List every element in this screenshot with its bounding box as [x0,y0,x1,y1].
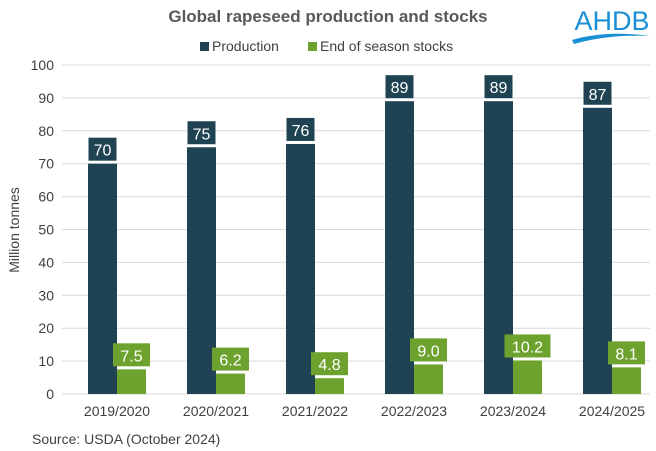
data-label-box [88,137,117,161]
y-tick-label: 40 [38,254,54,270]
y-tick-label: 10 [38,353,54,369]
x-tick-label: 2020/2021 [183,403,249,419]
data-label: 76 [292,123,310,140]
data-label-box [385,75,414,99]
data-label: 9.0 [417,343,439,360]
logo-wave-icon [572,33,650,44]
production-bar [385,101,414,394]
data-label: 89 [490,80,508,97]
data-label-box [311,352,348,376]
y-tick-label: 70 [38,156,54,172]
data-label-box [583,81,612,105]
y-tick-label: 80 [38,123,54,139]
y-tick-label: 60 [38,189,54,205]
data-label: 8.1 [615,346,637,363]
data-label: 89 [391,80,409,97]
data-label-box [484,75,513,99]
data-label: 10.2 [512,339,543,356]
y-tick-label: 0 [46,386,54,402]
data-label-box [212,347,249,371]
y-tick-label: 100 [31,57,55,73]
stocks-bar [216,373,245,394]
source-note: Source: USDA (October 2024) [32,431,220,447]
production-bar [286,143,315,394]
production-bar [187,147,216,394]
stocks-bar [414,364,443,394]
x-tick-label: 2021/2022 [282,403,348,419]
legend-swatch-production [200,42,209,51]
data-label: 4.8 [318,357,340,374]
ahdb-logo: AHDB [572,6,650,44]
data-label-box [504,334,551,358]
chart-title: Global rapeseed production and stocks [168,7,487,26]
x-tick-label: 2023/2024 [480,403,546,419]
data-label-box [286,117,315,141]
data-label-box [608,341,645,365]
y-axis-label: Million tonnes [6,187,22,273]
stocks-bar [117,369,146,394]
y-tick-label: 50 [38,222,54,238]
x-tick-label: 2024/2025 [579,403,645,419]
y-tick-label: 90 [38,90,54,106]
production-bar [88,163,117,394]
legend-label-production: Production [212,38,279,54]
data-label-box [410,338,447,362]
data-label-box [113,343,150,367]
logo-text: AHDB [574,6,649,36]
data-label-box [187,121,216,145]
production-bar [583,107,612,395]
data-label: 6.2 [219,353,241,370]
legend-label-stocks: End of season stocks [320,38,453,54]
data-label: 75 [193,126,211,143]
data-label: 87 [589,87,607,104]
legend: Production End of season stocks [200,38,453,54]
x-tick-label: 2022/2023 [381,403,447,419]
stocks-bar [315,378,344,394]
y-tick-label: 30 [38,287,54,303]
stocks-bar [612,367,641,394]
legend-swatch-stocks [308,42,317,51]
y-tick-label: 20 [38,320,54,336]
data-label: 70 [94,143,112,160]
stocks-bar [513,360,542,394]
data-label: 7.5 [120,348,142,365]
x-tick-label: 2019/2020 [84,403,150,419]
